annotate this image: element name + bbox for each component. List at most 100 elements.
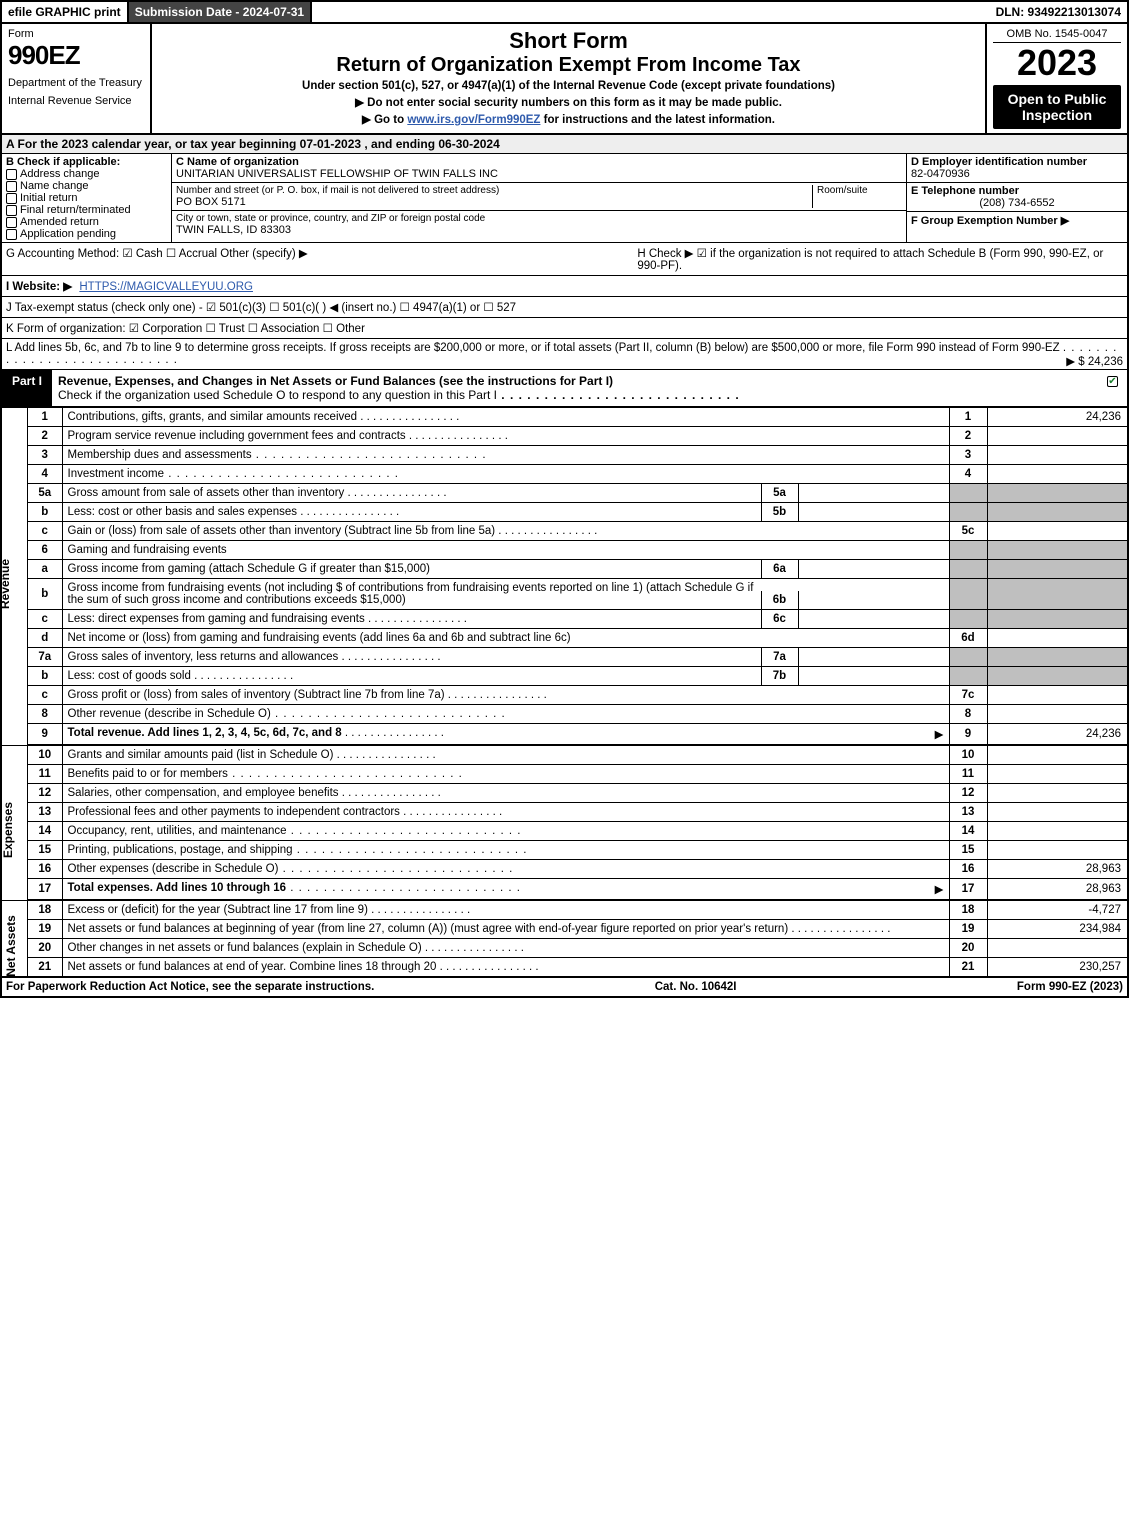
table-row: cGross profit or (loss) from sales of in… [28,686,1127,705]
g-accounting: G Accounting Method: ☑ Cash ☐ Accrual Ot… [6,246,637,272]
b-opt-name: Name change [6,180,167,192]
footer-left: For Paperwork Reduction Act Notice, see … [6,981,374,993]
table-row: 2Program service revenue including gover… [28,427,1127,446]
topbar-spacer [312,2,989,22]
check-icon [1107,376,1118,387]
table-row: 6Gaming and fundraising events [28,541,1127,560]
e-title: E Telephone number [911,185,1123,197]
goto-pre: ▶ Go to [362,114,407,126]
title-return: Return of Organization Exempt From Incom… [160,54,977,77]
header-right: OMB No. 1545-0047 2023 Open to Public In… [987,24,1127,133]
row-i: I Website: ▶ HTTPS://MAGICVALLEYUU.ORG [0,276,1129,297]
table-row: 16Other expenses (describe in Schedule O… [28,860,1127,879]
goto-line: ▶ Go to www.irs.gov/Form990EZ for instru… [160,112,977,126]
revenue-section: Revenue 1Contributions, gifts, grants, a… [0,407,1129,745]
omb-number: OMB No. 1545-0047 [993,28,1121,43]
l-amount: ▶ $ 24,236 [1066,354,1123,368]
header-center: Short Form Return of Organization Exempt… [152,24,987,133]
table-row: dNet income or (loss) from gaming and fu… [28,629,1127,648]
street-label: Number and street (or P. O. box, if mail… [176,185,812,196]
c-title: C Name of organization [176,156,902,168]
table-row: cGain or (loss) from sale of assets othe… [28,522,1127,541]
f-title: F Group Exemption Number ▶ [911,215,1069,227]
table-row: 18Excess or (deficit) for the year (Subt… [28,901,1127,920]
i-label: I Website: ▶ [6,281,72,293]
net-assets-table: 18Excess or (deficit) for the year (Subt… [28,901,1127,976]
table-row: bGross income from fundraising events (n… [28,579,1127,610]
page-footer: For Paperwork Reduction Act Notice, see … [0,978,1129,998]
goto-post: for instructions and the latest informat… [544,114,775,126]
header-left: Form 990EZ Department of the Treasury In… [2,24,152,133]
section-bcdef: B Check if applicable: Address change Na… [0,154,1129,243]
tax-year: 2023 [993,45,1121,81]
footer-center: Cat. No. 10642I [655,981,737,993]
table-row: 7aGross sales of inventory, less returns… [28,648,1127,667]
efile-print-label[interactable]: efile GRAPHIC print [2,2,129,22]
form-header: Form 990EZ Department of the Treasury In… [0,24,1129,135]
subtitle: Under section 501(c), 527, or 4947(a)(1)… [160,80,977,92]
phone-value: (208) 734-6552 [911,197,1123,209]
section-c: C Name of organization UNITARIAN UNIVERS… [172,154,907,242]
irs-label: Internal Revenue Service [8,95,144,107]
part-i-checkbox[interactable] [1101,370,1127,406]
table-row: bLess: cost of goods sold7b [28,667,1127,686]
table-row: 8Other revenue (describe in Schedule O)8 [28,705,1127,724]
table-row: 12Salaries, other compensation, and empl… [28,784,1127,803]
website-link[interactable]: HTTPS://MAGICVALLEYUU.ORG [79,281,253,293]
l-text: L Add lines 5b, 6c, and 7b to line 9 to … [6,342,1060,354]
row-j: J Tax-exempt status (check only one) - ☑… [0,297,1129,318]
top-bar: efile GRAPHIC print Submission Date - 20… [0,0,1129,24]
dln-label: DLN: 93492213013074 [990,2,1127,22]
street-value: PO BOX 5171 [176,196,812,208]
footer-right: Form 990-EZ (2023) [1017,981,1123,993]
table-row: bLess: cost or other basis and sales exp… [28,503,1127,522]
table-row: 21Net assets or fund balances at end of … [28,958,1127,977]
table-row: 14Occupancy, rent, utilities, and mainte… [28,822,1127,841]
section-b: B Check if applicable: Address change Na… [2,154,172,242]
revenue-table: 1Contributions, gifts, grants, and simil… [28,408,1127,745]
d-title: D Employer identification number [911,156,1123,168]
ssn-warning: ▶ Do not enter social security numbers o… [160,95,977,109]
row-gh: G Accounting Method: ☑ Cash ☐ Accrual Ot… [0,243,1129,276]
b-opt-amended: Amended return [6,216,167,228]
table-row: 13Professional fees and other payments t… [28,803,1127,822]
net-assets-section: Net Assets 18Excess or (deficit) for the… [0,900,1129,978]
table-row: 20Other changes in net assets or fund ba… [28,939,1127,958]
form-word: Form [8,28,144,40]
table-row: 17Total expenses. Add lines 10 through 1… [28,879,1127,900]
b-opt-pending: Application pending [6,228,167,240]
table-row: 3Membership dues and assessments3 [28,446,1127,465]
row-l: L Add lines 5b, 6c, and 7b to line 9 to … [0,339,1129,370]
row-k: K Form of organization: ☑ Corporation ☐ … [0,318,1129,339]
expenses-section: Expenses 10Grants and similar amounts pa… [0,745,1129,900]
irs-link[interactable]: www.irs.gov/Form990EZ [407,114,540,126]
form-number: 990EZ [8,40,144,71]
b-opt-address: Address change [6,168,167,180]
table-row: 4Investment income4 [28,465,1127,484]
ein-value: 82-0470936 [911,168,1123,180]
table-row: aGross income from gaming (attach Schedu… [28,560,1127,579]
b-title: B Check if applicable: [6,156,167,168]
b-opt-final: Final return/terminated [6,204,167,216]
room-suite-label: Room/suite [812,185,902,208]
table-row: 1Contributions, gifts, grants, and simil… [28,408,1127,427]
table-row: 11Benefits paid to or for members11 [28,765,1127,784]
part-i-title: Revenue, Expenses, and Changes in Net As… [52,370,1101,406]
city-label: City or town, state or province, country… [176,213,902,224]
section-def: D Employer identification number 82-0470… [907,154,1127,242]
table-row: 9Total revenue. Add lines 1, 2, 3, 4, 5c… [28,724,1127,745]
org-name: UNITARIAN UNIVERSALIST FELLOWSHIP OF TWI… [176,168,902,180]
city-value: TWIN FALLS, ID 83303 [176,224,902,236]
title-short-form: Short Form [160,28,977,54]
revenue-vertical-label: Revenue [2,408,28,745]
expenses-table: 10Grants and similar amounts paid (list … [28,746,1127,900]
table-row: 19Net assets or fund balances at beginni… [28,920,1127,939]
b-opt-initial: Initial return [6,192,167,204]
dept-treasury: Department of the Treasury [8,77,144,89]
netassets-vertical-label: Net Assets [2,901,28,976]
table-row: 10Grants and similar amounts paid (list … [28,746,1127,765]
part-i-check-note: Check if the organization used Schedule … [58,388,497,402]
table-row: 15Printing, publications, postage, and s… [28,841,1127,860]
h-schedule-b: H Check ▶ ☑ if the organization is not r… [637,246,1123,272]
part-i-tag: Part I [2,370,52,406]
